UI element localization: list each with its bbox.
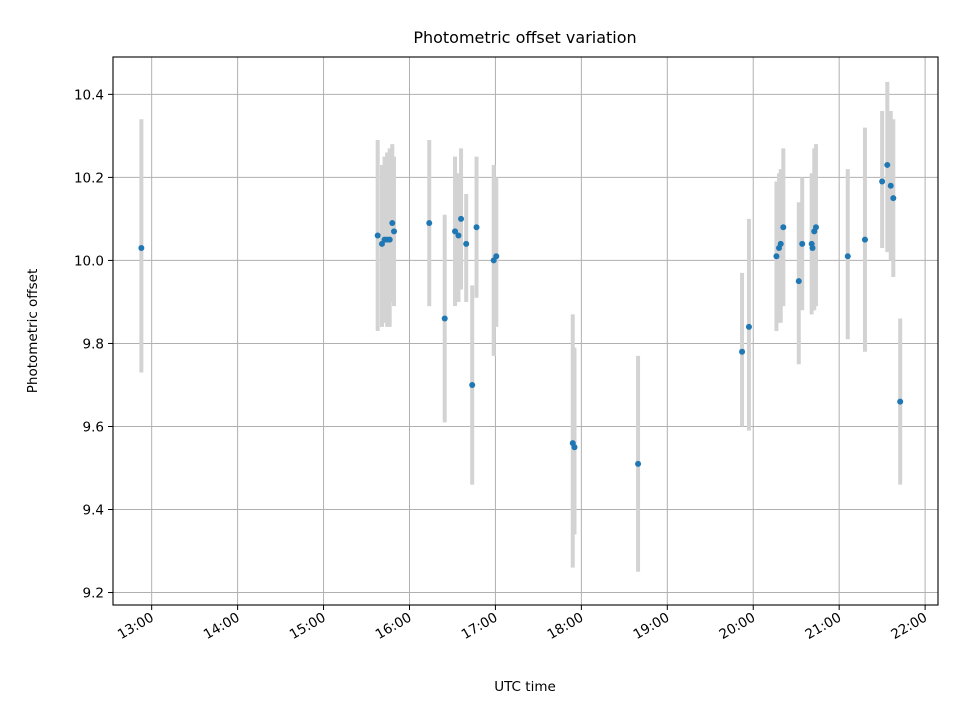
y-tick-label: 10.4 bbox=[74, 87, 104, 103]
y-tick-label: 9.2 bbox=[83, 586, 104, 602]
data-point bbox=[374, 232, 381, 239]
chart-title: Photometric offset variation bbox=[413, 28, 636, 47]
data-point bbox=[745, 323, 752, 330]
data-point bbox=[426, 220, 433, 227]
y-tick-label: 9.4 bbox=[83, 503, 104, 519]
data-point bbox=[389, 220, 396, 227]
data-point bbox=[844, 253, 851, 260]
data-point bbox=[469, 381, 476, 388]
data-point bbox=[571, 444, 578, 451]
data-point bbox=[455, 232, 462, 239]
data-point bbox=[493, 253, 500, 260]
data-point bbox=[795, 278, 802, 285]
data-point bbox=[138, 244, 145, 251]
y-tick-label: 10.2 bbox=[74, 170, 104, 186]
y-tick-label: 10.0 bbox=[74, 253, 104, 269]
data-point bbox=[773, 253, 780, 260]
data-points bbox=[138, 161, 904, 467]
data-point bbox=[799, 240, 806, 247]
data-point bbox=[441, 315, 448, 322]
data-point bbox=[777, 240, 784, 247]
data-point bbox=[780, 224, 787, 231]
x-axis-label: UTC time bbox=[494, 679, 556, 695]
data-point bbox=[463, 240, 470, 247]
data-point bbox=[890, 195, 897, 202]
data-point bbox=[809, 244, 816, 251]
y-axis-label: Photometric offset bbox=[25, 269, 41, 393]
data-point bbox=[812, 224, 819, 231]
data-point bbox=[386, 236, 393, 243]
data-point bbox=[861, 236, 868, 243]
grid bbox=[113, 57, 938, 605]
data-point bbox=[897, 398, 904, 405]
data-point bbox=[884, 161, 891, 168]
data-point bbox=[473, 224, 480, 231]
y-axis-ticks: 9.2 9.4 9.6 9.8 10.0 10.2 10.4 bbox=[74, 87, 113, 602]
y-tick-label: 9.6 bbox=[83, 419, 104, 435]
data-point bbox=[635, 460, 642, 467]
data-point bbox=[391, 228, 398, 235]
data-point bbox=[458, 215, 465, 222]
y-tick-label: 9.8 bbox=[83, 336, 104, 352]
data-point bbox=[887, 182, 894, 189]
plot-frame bbox=[112, 56, 939, 606]
data-point bbox=[452, 228, 459, 235]
data-point bbox=[879, 178, 886, 185]
data-point bbox=[739, 348, 746, 355]
